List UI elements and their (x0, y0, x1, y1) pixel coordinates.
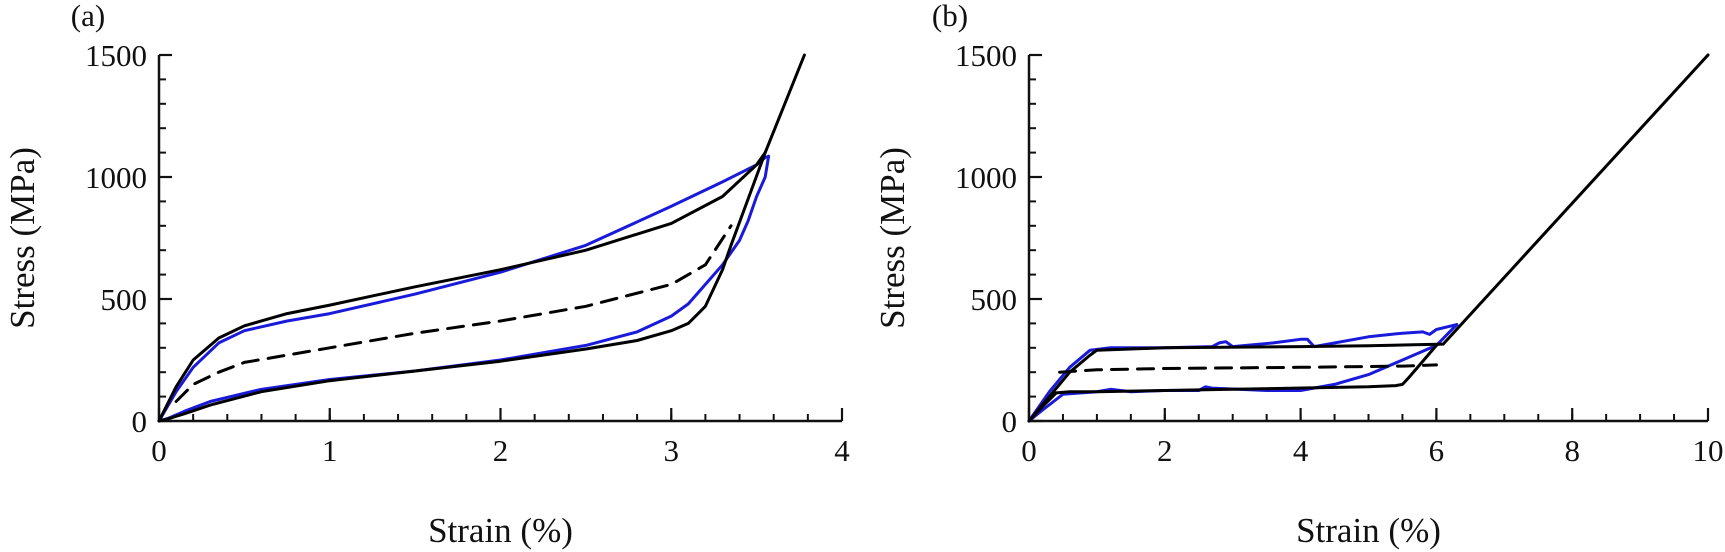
x-axis-label: Strain (%) (428, 511, 573, 550)
series-line-experiment-1 (1027, 323, 1459, 423)
y-tick-label: 1500 (85, 38, 147, 73)
series-line-model-2 (157, 53, 806, 423)
x-tick-label: 4 (1293, 433, 1309, 468)
y-tick-label: 500 (101, 282, 148, 317)
y-tick-label: 500 (971, 282, 1018, 317)
x-tick-label: 6 (1429, 433, 1445, 468)
chart-panel-a: 0 1 2 3 4 0 500 1000 1500 Strain (%) Stress (MPa) (… (3, 0, 850, 550)
series-line-model-3 (157, 151, 767, 423)
x-tick-label: 10 (1693, 433, 1724, 468)
x-axis-label: Strain (%) (1296, 511, 1441, 550)
x-tick-label: 2 (1157, 433, 1173, 468)
y-tick-label: 1500 (955, 38, 1017, 73)
y-tick-label: 1000 (955, 160, 1017, 195)
x-tick-label: 4 (834, 433, 850, 468)
x-tick-label: 2 (493, 433, 509, 468)
panel-label: (a) (71, 0, 105, 33)
x-tick-label: 8 (1564, 433, 1580, 468)
series-line-experiment-1 (157, 154, 771, 423)
x-tick-label: 3 (664, 433, 680, 468)
y-axis-label: Stress (MPa) (3, 147, 42, 329)
panel-label: (b) (932, 0, 968, 33)
x-tick-label: 0 (151, 433, 167, 468)
y-tick-label: 1000 (85, 160, 147, 195)
series-line-model-3 (1027, 343, 1438, 423)
y-tick-label: 0 (132, 404, 148, 439)
y-tick-label: 0 (1002, 404, 1018, 439)
series-line-model-2 (1027, 53, 1710, 423)
x-tick-label: 1 (322, 433, 338, 468)
series-line-experiment-0 (157, 154, 771, 423)
series-line-dashed-4 (174, 224, 733, 403)
y-axis-label: Stress (MPa) (873, 147, 912, 329)
x-tick-label: 0 (1021, 433, 1037, 468)
chart-panel-b: 0 2 4 6 8 10 0 500 1000 1500 Strain (%) Stress (MPa… (873, 0, 1724, 550)
series-line-dashed-4 (1058, 363, 1438, 374)
series-line-experiment-0 (1027, 323, 1459, 423)
